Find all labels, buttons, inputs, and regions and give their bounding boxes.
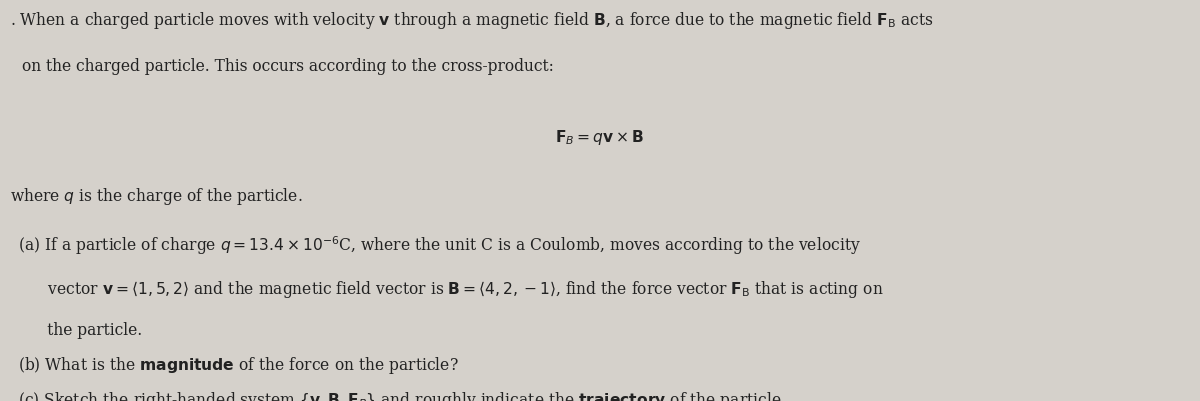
Text: $\mathbf{F}_B = q\mathbf{v} \times \mathbf{B}$: $\mathbf{F}_B = q\mathbf{v} \times \math…: [556, 128, 644, 147]
Text: . When a charged particle moves with velocity $\mathbf{v}$ through a magnetic fi: . When a charged particle moves with vel…: [10, 10, 934, 31]
Text: the particle.: the particle.: [18, 322, 143, 338]
Text: where $q$ is the charge of the particle.: where $q$ is the charge of the particle.: [10, 186, 302, 207]
Text: (a) If a particle of charge $q = 13.4 \times 10^{-6}$C, where the unit C is a Co: (a) If a particle of charge $q = 13.4 \t…: [18, 235, 862, 257]
Text: (c) Sketch the right-handed system $\{\mathbf{v}, \mathbf{B}, \mathbf{F}_B\}$ an: (c) Sketch the right-handed system $\{\m…: [18, 390, 786, 401]
Text: vector $\mathbf{v} = \langle 1, 5, 2 \rangle$ and the magnetic field vector is $: vector $\mathbf{v} = \langle 1, 5, 2 \ra…: [18, 279, 883, 300]
Text: (b) What is the $\mathbf{magnitude}$ of the force on the particle?: (b) What is the $\mathbf{magnitude}$ of …: [18, 355, 458, 376]
Text: on the charged particle. This occurs according to the cross-product:: on the charged particle. This occurs acc…: [22, 58, 553, 75]
